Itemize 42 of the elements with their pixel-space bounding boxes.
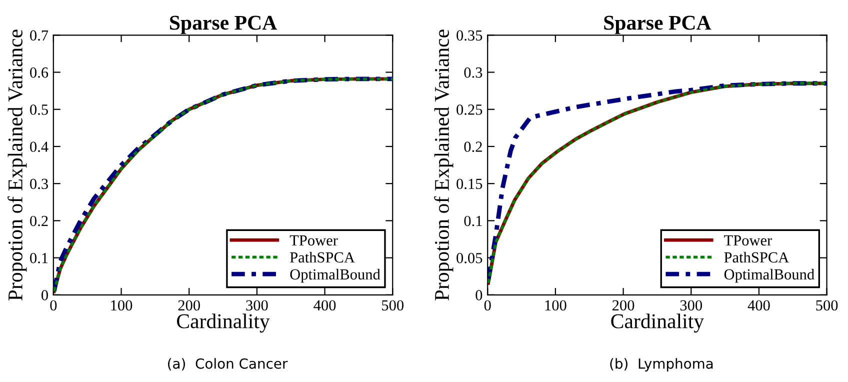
x-tick-label: 0 [484, 300, 491, 311]
x-tick-label: 0 [50, 300, 57, 311]
legend-label: PathSPCA [290, 252, 355, 263]
x-tick-label: 200 [178, 300, 200, 311]
y-tick-label: 0.3 [464, 67, 482, 78]
text: (a) Colon Cancer [168, 358, 288, 370]
text: (b) Lymphoma [610, 358, 713, 372]
legend-label: TPower [724, 235, 772, 246]
y-tick-label: 0.05 [456, 252, 482, 264]
y-tick-label: 0.7 [30, 30, 48, 41]
y-tick-label: 0.25 [456, 104, 482, 115]
y-tick-label: 0.2 [30, 216, 48, 226]
x-tick-label: 400 [748, 300, 770, 311]
x-tick-label: 500 [382, 300, 404, 311]
y-tick-label: 0 [476, 290, 482, 300]
x-axis-title: Cardinality [177, 314, 270, 333]
y-tick-label: 0.6 [30, 67, 48, 78]
y-tick-label: 0.3 [30, 178, 48, 190]
x-axis-title: Cardinality [611, 314, 704, 333]
legend-label: PathSPCA [724, 252, 790, 263]
legend-label: TPower [290, 235, 338, 246]
y-tick-label: 0.35 [456, 30, 482, 41]
x-tick-label: 400 [314, 300, 336, 311]
x-tick-label: 100 [545, 300, 566, 311]
x-tick-label: 100 [111, 300, 132, 311]
y-tick-label: 0.5 [30, 104, 48, 115]
x-tick-label: 500 [816, 300, 838, 311]
y-tick-label: 0 [42, 290, 48, 300]
y-tick-label: 0.1 [464, 216, 482, 226]
legend-label: OptimalBound [724, 268, 814, 283]
y-tick-label: 0.15 [456, 178, 482, 190]
y-axis-title: Propotion of Explained Variance [8, 30, 27, 300]
legend-label: OptimalBound [290, 268, 380, 283]
chart-title: Sparse PCA [604, 16, 712, 34]
y-tick-label: 0.2 [464, 142, 482, 152]
x-tick-label: 300 [246, 300, 268, 311]
y-axis-title: Propotion of Explained Variance [434, 30, 454, 300]
x-tick-label: 300 [680, 300, 702, 311]
x-tick-label: 200 [612, 300, 634, 311]
y-tick-label: 0.4 [30, 142, 48, 152]
y-tick-label: 0.1 [30, 252, 48, 264]
chart-title: Sparse PCA [170, 16, 277, 34]
